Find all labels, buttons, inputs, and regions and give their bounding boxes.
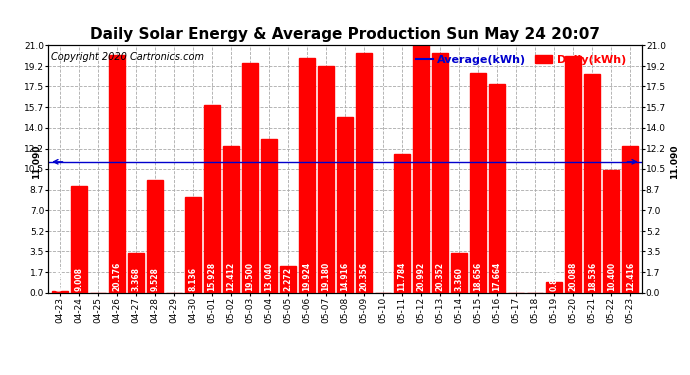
Bar xyxy=(565,56,581,292)
Bar xyxy=(584,74,600,292)
Text: 3.368: 3.368 xyxy=(131,267,140,291)
Text: 18.536: 18.536 xyxy=(588,262,597,291)
Text: 0.104: 0.104 xyxy=(55,267,64,291)
Legend: Average(kWh), Daily(kWh): Average(kWh), Daily(kWh) xyxy=(412,51,630,69)
Bar xyxy=(147,180,163,292)
Bar xyxy=(603,170,620,292)
Text: 20.992: 20.992 xyxy=(417,262,426,291)
Bar xyxy=(185,196,201,292)
Bar xyxy=(318,66,334,292)
Text: 9.528: 9.528 xyxy=(150,267,159,291)
Text: Copyright 2020 Cartronics.com: Copyright 2020 Cartronics.com xyxy=(51,53,204,62)
Text: 19.180: 19.180 xyxy=(322,261,331,291)
Text: 9.008: 9.008 xyxy=(75,267,83,291)
Bar xyxy=(299,58,315,292)
Text: 11.090: 11.090 xyxy=(32,144,41,179)
Bar xyxy=(413,45,429,292)
Bar xyxy=(204,105,220,292)
Text: 20.352: 20.352 xyxy=(435,262,444,291)
Text: 19.500: 19.500 xyxy=(246,262,255,291)
Text: 17.664: 17.664 xyxy=(493,261,502,291)
Text: 20.356: 20.356 xyxy=(359,262,368,291)
Bar xyxy=(241,63,258,292)
Bar xyxy=(109,55,125,292)
Bar xyxy=(432,53,448,292)
Bar xyxy=(128,253,144,292)
Text: 3.360: 3.360 xyxy=(455,267,464,291)
Text: 11.090: 11.090 xyxy=(670,144,679,179)
Title: Daily Solar Energy & Average Production Sun May 24 20:07: Daily Solar Energy & Average Production … xyxy=(90,27,600,42)
Text: 20.176: 20.176 xyxy=(112,261,121,291)
Bar xyxy=(451,253,467,292)
Text: 18.656: 18.656 xyxy=(473,262,482,291)
Text: 2.272: 2.272 xyxy=(284,267,293,291)
Bar xyxy=(622,146,638,292)
Bar xyxy=(470,73,486,292)
Bar xyxy=(280,266,296,292)
Bar xyxy=(356,53,372,292)
Bar xyxy=(70,186,87,292)
Text: 12.416: 12.416 xyxy=(626,262,635,291)
Text: 14.916: 14.916 xyxy=(340,262,350,291)
Text: 20.088: 20.088 xyxy=(569,261,578,291)
Text: 8.136: 8.136 xyxy=(188,267,197,291)
Text: 0.880: 0.880 xyxy=(550,267,559,291)
Text: 13.040: 13.040 xyxy=(264,262,273,291)
Bar xyxy=(223,146,239,292)
Bar xyxy=(546,282,562,292)
Bar xyxy=(489,84,505,292)
Bar xyxy=(337,117,353,292)
Text: 15.928: 15.928 xyxy=(208,262,217,291)
Text: 19.924: 19.924 xyxy=(302,262,311,291)
Text: 12.412: 12.412 xyxy=(226,262,235,291)
Text: 11.784: 11.784 xyxy=(397,261,406,291)
Bar xyxy=(52,291,68,292)
Bar xyxy=(394,154,410,292)
Text: 10.400: 10.400 xyxy=(607,262,615,291)
Bar xyxy=(261,139,277,292)
